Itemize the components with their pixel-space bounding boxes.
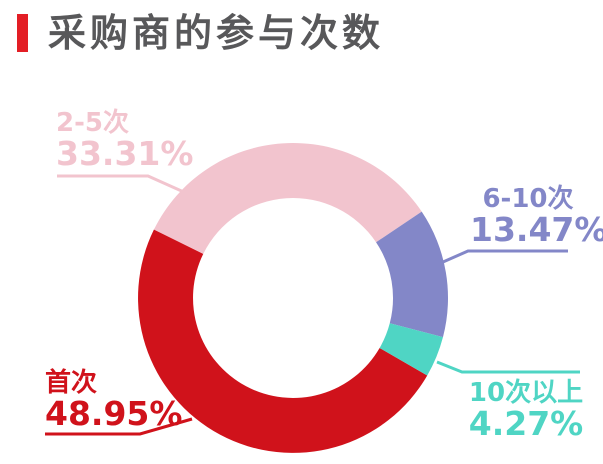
title-accent-bar <box>17 14 28 52</box>
callout-leader-line-2 <box>442 249 568 264</box>
donut-segment-3 <box>379 323 443 376</box>
donut-segment-0 <box>138 229 428 453</box>
segment-label: 2-5次 <box>56 108 129 138</box>
donut-segment-1 <box>153 142 422 254</box>
callout-label-2-5-times: 2-5次 33.31% <box>56 108 193 170</box>
callout-label-6-10-times: 6-10次 13.47% <box>470 184 603 249</box>
chart-header: 采购商的参与次数 <box>17 12 384 54</box>
callout-label-first-time: 首次 48.95% <box>45 368 182 430</box>
segment-value: 33.31% <box>56 134 194 173</box>
donut-segment-2 <box>376 211 449 338</box>
segment-label: 6-10次 <box>482 184 574 214</box>
segment-value: 13.47% <box>470 210 603 249</box>
page-title: 采购商的参与次数 <box>48 11 385 55</box>
callout-leader-line-0 <box>45 417 193 436</box>
segment-value: 48.95% <box>45 394 183 433</box>
callout-label-10-plus-times: 10次以上 4.27% <box>460 378 592 440</box>
segment-value: 4.27% <box>468 404 584 443</box>
callout-leader-line-3 <box>436 360 580 374</box>
segment-label: 10次以上 <box>468 378 584 408</box>
callout-leader-line-1 <box>57 174 187 195</box>
segment-label: 首次 <box>45 368 98 398</box>
